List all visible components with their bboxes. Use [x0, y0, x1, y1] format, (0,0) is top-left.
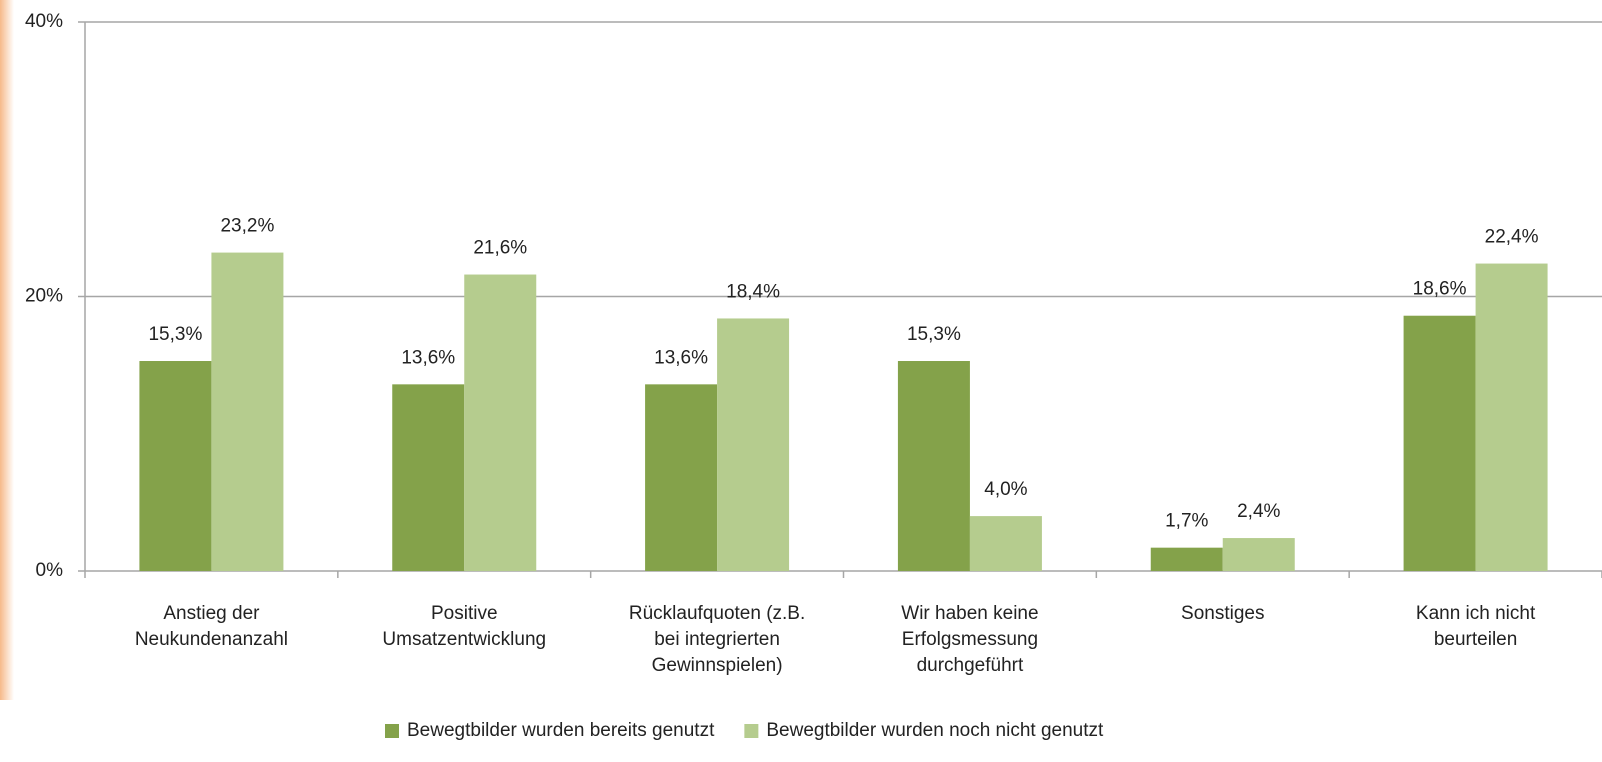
- value-label: 1,7%: [1165, 511, 1208, 532]
- x-tick-label: Wir haben keine Erfolgsmessung durchgeführ…: [901, 603, 1038, 676]
- bar: [969, 516, 1042, 571]
- x-tick-label: Kann ich nicht beurteilen: [1416, 603, 1536, 650]
- legend-swatch: [744, 724, 759, 738]
- bar: [464, 274, 537, 571]
- value-label: 22,4%: [1485, 227, 1539, 248]
- legend-label: Bewegtbilder wurden noch nicht genutzt: [766, 720, 1104, 741]
- x-tick-label: Anstieg der Neukundenanzahl: [135, 603, 288, 650]
- legend-label: Bewegtbilder wurden bereits genutzt: [407, 720, 715, 741]
- y-tick-label: 20%: [25, 286, 63, 307]
- value-label: 13,6%: [401, 347, 455, 368]
- y-tick-label: 0%: [36, 560, 64, 581]
- bar: [1475, 263, 1548, 571]
- bar: [897, 361, 970, 571]
- value-label: 18,4%: [726, 281, 780, 302]
- y-tick-label: 40%: [25, 11, 63, 32]
- x-tick-label: Positive Umsatzentwicklung: [382, 603, 546, 650]
- bar: [645, 384, 718, 571]
- value-label: 15,3%: [907, 324, 961, 345]
- bar: [139, 361, 212, 571]
- value-label: 21,6%: [473, 238, 527, 259]
- value-label: 23,2%: [220, 216, 274, 237]
- x-tick-label: Rücklaufquoten (z.B. bei integrierten Gewi…: [629, 603, 805, 676]
- bar: [1403, 315, 1476, 571]
- value-label: 15,3%: [148, 324, 202, 345]
- edge-decoration: [0, 0, 14, 700]
- bar: [211, 252, 284, 571]
- bar: [717, 318, 790, 571]
- value-label: 13,6%: [654, 347, 708, 368]
- legend-swatch: [385, 724, 399, 738]
- value-label: 4,0%: [984, 479, 1027, 500]
- bar: [1150, 547, 1223, 571]
- x-tick-label: Sonstiges: [1181, 603, 1264, 624]
- bar: [1222, 538, 1295, 571]
- value-label: 2,4%: [1237, 501, 1280, 522]
- value-label: 18,6%: [1413, 279, 1467, 300]
- bar: [392, 384, 465, 571]
